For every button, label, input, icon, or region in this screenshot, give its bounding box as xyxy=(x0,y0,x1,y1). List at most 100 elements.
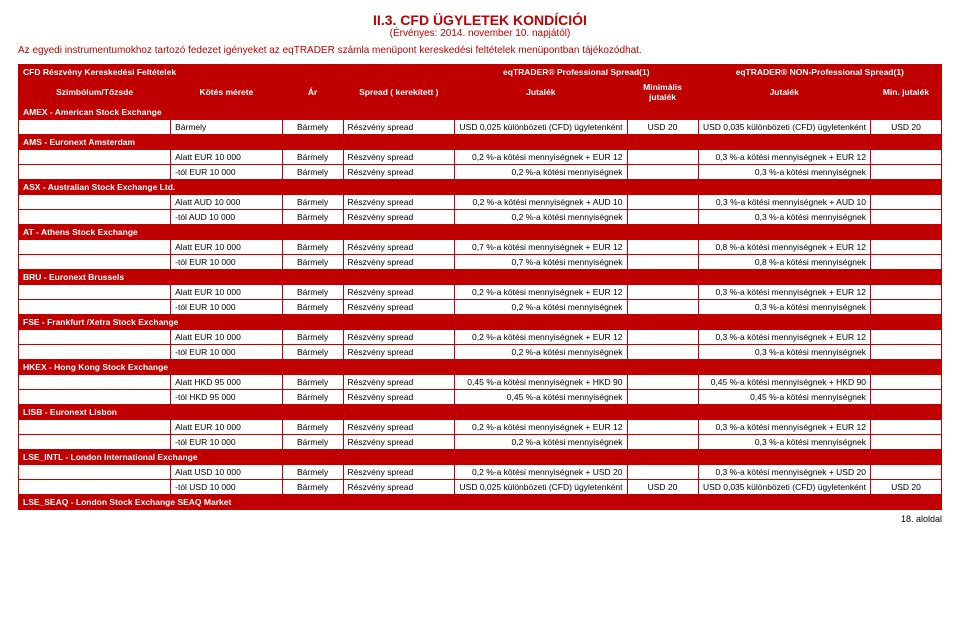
cell: 0,2 %-a kötési mennyiségnek + EUR 12 xyxy=(455,150,627,165)
cell xyxy=(870,210,941,225)
table-row: Alatt EUR 10 000BármelyRészvény spread0,… xyxy=(19,150,942,165)
cell: Bármely xyxy=(282,480,343,495)
cell xyxy=(870,300,941,315)
cell: Részvény spread xyxy=(343,330,455,345)
top-header-left: CFD Részvény Kereskedési Feltételek xyxy=(19,65,455,80)
cell xyxy=(627,375,698,390)
cell: 0,3 %-a kötési mennyiségnek xyxy=(698,165,870,180)
top-header-nonpro: eqTRADER® NON-Professional Spread(1) xyxy=(698,65,941,80)
cell: Részvény spread xyxy=(343,150,455,165)
cell xyxy=(19,240,171,255)
cell: Alatt AUD 10 000 xyxy=(171,195,283,210)
cell: USD 0,035 különbözeti (CFD) ügyletenként xyxy=(698,480,870,495)
cell: USD 0,025 különbözeti (CFD) ügyletenként xyxy=(455,120,627,135)
cell: Részvény spread xyxy=(343,165,455,180)
cell xyxy=(870,435,941,450)
section-name: LSE_SEAQ - London Stock Exchange SEAQ Ma… xyxy=(19,495,942,510)
cell xyxy=(870,255,941,270)
col-commission2: Jutalék xyxy=(698,80,870,105)
cell xyxy=(19,390,171,405)
section-row: AT - Athens Stock Exchange xyxy=(19,225,942,240)
cell: Részvény spread xyxy=(343,240,455,255)
section-name: AMEX - American Stock Exchange xyxy=(19,105,942,120)
cell: 0,2 %-a kötési mennyiségnek xyxy=(455,300,627,315)
cell: 0,2 %-a kötési mennyiségnek + USD 20 xyxy=(455,465,627,480)
cell: Bármely xyxy=(282,120,343,135)
cell: 0,3 %-a kötési mennyiségnek + EUR 12 xyxy=(698,150,870,165)
table-row: Alatt AUD 10 000BármelyRészvény spread0,… xyxy=(19,195,942,210)
cell: 0,3 %-a kötési mennyiségnek + USD 20 xyxy=(698,465,870,480)
cell xyxy=(19,255,171,270)
cell: USD 0,025 különbözeti (CFD) ügyletenként xyxy=(455,480,627,495)
cell: Részvény spread xyxy=(343,345,455,360)
page-footer: 18. aloldal xyxy=(18,514,942,524)
cell: Részvény spread xyxy=(343,255,455,270)
cell: USD 20 xyxy=(627,480,698,495)
table-row: -tól EUR 10 000BármelyRészvény spread0,2… xyxy=(19,165,942,180)
cell: Bármely xyxy=(282,240,343,255)
cell: Részvény spread xyxy=(343,465,455,480)
cell xyxy=(19,150,171,165)
cell xyxy=(627,195,698,210)
cell: 0,2 %-a kötési mennyiségnek + EUR 12 xyxy=(455,420,627,435)
section-row: AMEX - American Stock Exchange xyxy=(19,105,942,120)
cell: 0,7 %-a kötési mennyiségnek xyxy=(455,255,627,270)
cell xyxy=(19,465,171,480)
cell: Részvény spread xyxy=(343,210,455,225)
cell: Részvény spread xyxy=(343,480,455,495)
doc-title: II.3. CFD ÜGYLETEK KONDÍCIÓI xyxy=(18,12,942,28)
cell: 0,3 %-a kötési mennyiségnek xyxy=(698,435,870,450)
cell xyxy=(627,420,698,435)
cell: Alatt EUR 10 000 xyxy=(171,330,283,345)
doc-intro: Az egyedi instrumentumokhoz tartozó fede… xyxy=(18,45,942,56)
table-row: -tól USD 10 000BármelyRészvény spreadUSD… xyxy=(19,480,942,495)
cell: 0,8 %-a kötési mennyiségnek xyxy=(698,255,870,270)
col-price: Ár xyxy=(282,80,343,105)
section-name: BRU - Euronext Brussels xyxy=(19,270,942,285)
cell: Alatt HKD 95 000 xyxy=(171,375,283,390)
top-header-pro: eqTRADER® Professional Spread(1) xyxy=(455,65,698,80)
cell xyxy=(870,150,941,165)
top-header-row: CFD Részvény Kereskedési Feltételek eqTR… xyxy=(19,65,942,80)
cell xyxy=(19,300,171,315)
cell: 0,3 %-a kötési mennyiségnek xyxy=(698,210,870,225)
section-row: HKEX - Hong Kong Stock Exchange xyxy=(19,360,942,375)
doc-subtitle: (Érvényes: 2014. november 10. napjától) xyxy=(18,28,942,39)
cell xyxy=(19,285,171,300)
table-row: Alatt EUR 10 000BármelyRészvény spread0,… xyxy=(19,330,942,345)
cell: -tól USD 10 000 xyxy=(171,480,283,495)
cell: Alatt EUR 10 000 xyxy=(171,150,283,165)
section-row: LISB - Euronext Lisbon xyxy=(19,405,942,420)
cell: Részvény spread xyxy=(343,120,455,135)
section-name: ASX - Australian Stock Exchange Ltd. xyxy=(19,180,942,195)
cell xyxy=(627,300,698,315)
cell: -tól EUR 10 000 xyxy=(171,300,283,315)
section-name: AMS - Euronext Amsterdam xyxy=(19,135,942,150)
cell: 0,8 %-a kötési mennyiségnek + EUR 12 xyxy=(698,240,870,255)
table-row: Alatt EUR 10 000BármelyRészvény spread0,… xyxy=(19,240,942,255)
table-body: AMEX - American Stock ExchangeBármelyBár… xyxy=(19,105,942,510)
cell: 0,7 %-a kötési mennyiségnek + EUR 12 xyxy=(455,240,627,255)
cell xyxy=(870,330,941,345)
section-row: LSE_INTL - London International Exchange xyxy=(19,450,942,465)
cell: Bármely xyxy=(282,465,343,480)
cell: Bármely xyxy=(171,120,283,135)
section-row: LSE_SEAQ - London Stock Exchange SEAQ Ma… xyxy=(19,495,942,510)
cell: 0,3 %-a kötési mennyiségnek + EUR 12 xyxy=(698,420,870,435)
cell xyxy=(627,210,698,225)
cell xyxy=(19,345,171,360)
cell: 0,2 %-a kötési mennyiségnek xyxy=(455,210,627,225)
cell xyxy=(19,420,171,435)
conditions-table: CFD Részvény Kereskedési Feltételek eqTR… xyxy=(18,64,942,510)
cell xyxy=(627,435,698,450)
col-size: Kötés mérete xyxy=(171,80,283,105)
col-symbol: Szimbólum/Tőzsde xyxy=(19,80,171,105)
cell: 0,45 %-a kötési mennyiségnek xyxy=(455,390,627,405)
cell: USD 20 xyxy=(870,480,941,495)
cell xyxy=(627,240,698,255)
table-row: -tól EUR 10 000BármelyRészvény spread0,7… xyxy=(19,255,942,270)
cell: Bármely xyxy=(282,195,343,210)
cell: 0,2 %-a kötési mennyiségnek xyxy=(455,165,627,180)
cell: Bármely xyxy=(282,285,343,300)
col-commission1: Jutalék xyxy=(455,80,627,105)
